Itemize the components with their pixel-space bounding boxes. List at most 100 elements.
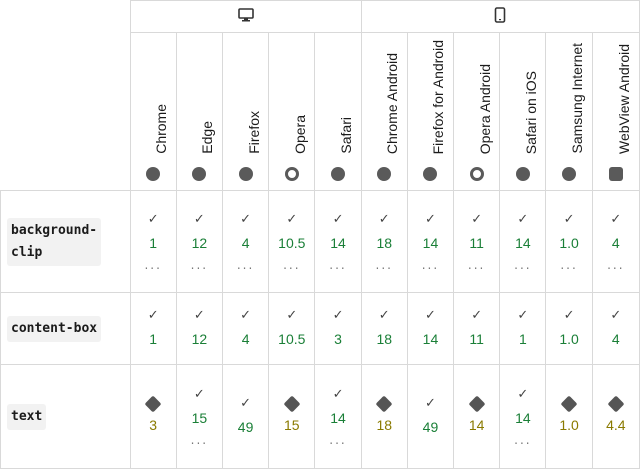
browser-name: WebView Android [615,44,632,154]
support-cell[interactable]: ✓ 14... [314,190,362,293]
feature-name[interactable]: background- clip [7,217,102,266]
version-number: 4 [241,331,250,347]
support-cell[interactable]: ✓ 14... [499,190,547,293]
more-notes-button[interactable]: ... [560,257,578,272]
support-cell[interactable]: ✓ 10.5... [268,190,316,293]
more-notes-button[interactable]: ... [236,257,255,272]
support-cell[interactable]: ✓ 12... [175,190,223,293]
browser-header-wrap: Safari [315,33,360,190]
more-notes-button[interactable]: ... [467,257,486,272]
support-cell[interactable]: ✓ 10.5 [268,292,316,365]
support-cell[interactable]: ✓ 14 [406,292,455,365]
check-icon: ✓ [563,308,575,323]
more-notes-button[interactable]: ... [329,257,347,272]
version-number: 11 [469,331,484,347]
check-icon: ✓ [240,396,252,411]
support-stack: 3 [131,395,176,435]
version-number: 4 [241,234,250,251]
support-stack: ✓ 1.0 [546,308,591,349]
support-cell[interactable]: 18 [360,364,408,469]
support-stack: ✓ 49 [223,396,268,437]
version-number: 14 [468,417,485,433]
support-stack: ✓ 4... [223,212,268,272]
check-icon: ✓ [378,211,390,227]
browser-header-safari-on-ios: Safari on iOS [499,32,547,191]
support-cell[interactable]: ✓ 4... [221,190,270,293]
browser-header-chrome-android: Chrome Android [360,32,408,191]
partial-support-icon [375,395,393,413]
more-notes-button[interactable]: ... [329,432,347,447]
version-number: 1.0 [559,331,579,347]
support-cell[interactable]: ✓ 1 [499,292,547,365]
support-stack: 14 [454,395,499,435]
browser-name: Chrome [153,104,170,154]
browser-header-wrap: Opera [269,33,314,190]
browser-header-wrap: Chrome Android [362,33,407,190]
more-notes-button[interactable]: ... [144,257,162,272]
support-cell[interactable]: ✓ 11... [453,190,501,293]
support-cell[interactable]: ✓ 49 [221,364,270,469]
partial-support-icon [607,395,625,413]
check-icon: ✓ [193,308,205,323]
support-cell[interactable]: 14 [453,364,501,469]
support-stack: ✓ 14 [408,308,453,349]
browser-header-wrap: Chrome [131,33,176,190]
support-cell[interactable]: ✓ 49 [406,364,455,469]
more-notes-button[interactable]: ... [514,257,532,272]
support-cell[interactable]: ✓ 18... [360,190,408,293]
check-icon: ✓ [424,308,436,323]
version-number: 14 [330,234,346,251]
check-icon: ✓ [563,211,575,227]
support-cell[interactable]: ✓ 14... [314,364,362,469]
more-notes-button[interactable]: ... [421,257,440,272]
opera-icon [469,167,484,181]
browser-name: Opera Android [476,63,493,154]
support-cell[interactable]: ✓ 1.0 [545,292,593,365]
support-cell[interactable]: ✓ 1 [129,292,177,365]
samsung-icon [562,167,577,181]
support-stack: ✓ 1 [131,308,176,349]
feature-name-cell: background- clip [0,190,131,293]
feature-name[interactable]: content-box [7,315,102,342]
support-cell[interactable]: ✓ 4 [221,292,270,365]
version-number: 1 [518,331,527,347]
support-cell[interactable]: ✓ 12 [175,292,223,365]
browser-name: Safari on iOS [522,70,539,154]
support-cell[interactable]: 1.0 [545,364,593,469]
version-number: 11 [469,234,484,251]
support-stack: ✓ 1.0... [546,212,591,272]
support-cell[interactable]: 15 [268,364,316,469]
feature-name[interactable]: text [7,403,47,430]
more-notes-button[interactable]: ... [190,432,209,447]
more-notes-button[interactable]: ... [283,257,301,272]
support-cell[interactable]: ✓ 11 [453,292,501,365]
support-stack: ✓ 1... [131,212,176,272]
version-number: 14 [422,331,439,347]
more-notes-button[interactable]: ... [607,257,625,272]
support-cell[interactable]: ✓ 1... [129,190,177,293]
support-cell[interactable]: ✓ 14... [406,190,455,293]
chrome-icon [377,167,392,181]
check-icon: ✓ [147,308,159,323]
version-number: 14 [330,409,346,426]
support-cell[interactable]: ✓ 3 [314,292,362,365]
support-stack: ✓ 49 [408,396,453,437]
more-notes-button[interactable]: ... [514,432,532,447]
check-icon: ✓ [332,308,344,323]
support-stack: ✓ 1 [500,308,545,349]
more-notes-button[interactable]: ... [375,257,393,272]
version-number: 10.5 [278,331,306,347]
browser-header-wrap: Firefox for Android [408,33,453,190]
support-cell[interactable]: ✓ 14... [499,364,547,469]
edge-icon [192,167,207,181]
feature-name-cell: text [0,364,131,469]
more-notes-button[interactable]: ... [190,257,209,272]
support-cell[interactable]: 4.4 [591,364,640,469]
support-cell[interactable]: 3 [129,364,177,469]
support-cell[interactable]: ✓ 18 [360,292,408,365]
support-cell[interactable]: ✓ 4 [591,292,640,365]
support-cell[interactable]: ✓ 15... [175,364,223,469]
support-cell[interactable]: ✓ 4... [591,190,640,293]
support-cell[interactable]: ✓ 1.0... [545,190,593,293]
version-number: 1.0 [559,417,579,433]
